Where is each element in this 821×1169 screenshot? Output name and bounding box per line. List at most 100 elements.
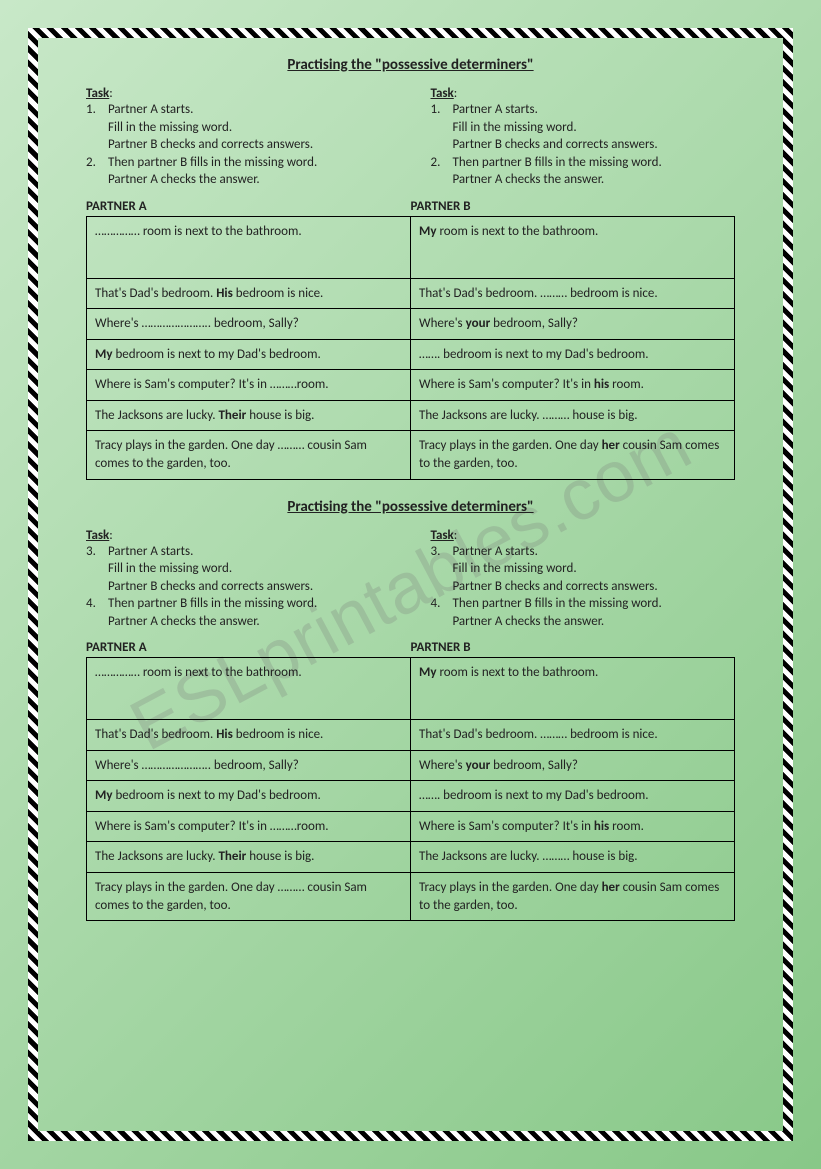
task-number: 3. — [431, 543, 453, 561]
task-number — [86, 171, 108, 189]
task-line: Partner B checks and corrects answers. — [431, 578, 736, 596]
task-label: Task — [431, 86, 454, 101]
task-line: Partner B checks and corrects answers. — [431, 136, 736, 154]
task-number: 4. — [86, 595, 108, 613]
task-columns: Task:3.Partner A starts.Fill in the miss… — [86, 528, 735, 631]
task-number — [86, 119, 108, 137]
table-row: Where is Sam's computer? It's in ………room… — [87, 811, 735, 842]
task-number: 1. — [86, 101, 108, 119]
worksheet-table: …………… room is next to the bathroom.My ro… — [86, 216, 735, 480]
task-text: Then partner B fills in the missing word… — [453, 595, 736, 613]
table-row: My bedroom is next to my Dad's bedroom.…… — [87, 781, 735, 812]
task-number — [86, 560, 108, 578]
partner-b-header: PARTNER B — [411, 199, 736, 214]
task-text: Then partner B fills in the missing word… — [453, 154, 736, 172]
task-line: Partner A checks the answer. — [86, 613, 391, 631]
task-line: Fill in the missing word. — [86, 560, 391, 578]
cell-partner-b: Where is Sam's computer? It's in his roo… — [411, 811, 735, 842]
task-text: Partner B checks and corrects answers. — [108, 136, 391, 154]
task-line: 1.Partner A starts. — [86, 101, 391, 119]
task-number — [431, 578, 453, 596]
cell-partner-b: My room is next to the bathroom. — [411, 216, 735, 278]
task-text: Fill in the missing word. — [108, 119, 391, 137]
task-label: Task — [86, 86, 109, 101]
task-line: Partner A checks the answer. — [431, 613, 736, 631]
task-line: Partner A checks the answer. — [431, 171, 736, 189]
cell-partner-a: Where is Sam's computer? It's in ………room… — [87, 811, 411, 842]
worksheet-table: …………… room is next to the bathroom.My ro… — [86, 657, 735, 921]
task-line: Partner A checks the answer. — [86, 171, 391, 189]
task-number — [431, 119, 453, 137]
table-row: Where's ………………….. bedroom, Sally?Where's… — [87, 309, 735, 340]
cell-partner-b: ……. bedroom is next to my Dad's bedroom. — [411, 339, 735, 370]
cell-partner-b: That's Dad's bedroom. ……… bedroom is nic… — [411, 720, 735, 751]
task-line: 2.Then partner B fills in the missing wo… — [431, 154, 736, 172]
task-columns: Task:1.Partner A starts.Fill in the miss… — [86, 86, 735, 189]
cell-partner-b: ……. bedroom is next to my Dad's bedroom. — [411, 781, 735, 812]
table-row: Where's ………………….. bedroom, Sally?Where's… — [87, 750, 735, 781]
task-text: Partner B checks and corrects answers. — [453, 578, 736, 596]
table-row: My bedroom is next to my Dad's bedroom.…… — [87, 339, 735, 370]
task-text: Partner A checks the answer. — [108, 613, 391, 631]
partner-a-header: PARTNER A — [86, 199, 411, 214]
cell-partner-a: That's Dad's bedroom. His bedroom is nic… — [87, 278, 411, 309]
table-row: The Jacksons are lucky. Their house is b… — [87, 842, 735, 873]
task-number — [86, 613, 108, 631]
task-label: Task — [431, 528, 454, 543]
cell-partner-a: Where's ………………….. bedroom, Sally? — [87, 309, 411, 340]
task-number — [431, 613, 453, 631]
task-column: Task:1.Partner A starts.Fill in the miss… — [86, 86, 391, 189]
task-text: Then partner B fills in the missing word… — [108, 154, 391, 172]
cell-partner-a: The Jacksons are lucky. Their house is b… — [87, 842, 411, 873]
task-number — [431, 171, 453, 189]
cell-partner-a: That's Dad's bedroom. His bedroom is nic… — [87, 720, 411, 751]
task-number: 2. — [86, 154, 108, 172]
task-text: Partner A checks the answer. — [453, 613, 736, 631]
cell-partner-a: …………… room is next to the bathroom. — [87, 216, 411, 278]
cell-partner-a: …………… room is next to the bathroom. — [87, 658, 411, 720]
page-content: Practising the "possessive determiners" T… — [38, 38, 783, 939]
task-number: 1. — [431, 101, 453, 119]
task-line: 4.Then partner B fills in the missing wo… — [86, 595, 391, 613]
task-line: Fill in the missing word. — [86, 119, 391, 137]
task-column: Task:3.Partner A starts.Fill in the miss… — [86, 528, 391, 631]
cell-partner-a: Tracy plays in the garden. One day ……… c… — [87, 431, 411, 479]
task-line: Fill in the missing word. — [431, 119, 736, 137]
cell-partner-a: Where's ………………….. bedroom, Sally? — [87, 750, 411, 781]
task-line: 4.Then partner B fills in the missing wo… — [431, 595, 736, 613]
task-text: Fill in the missing word. — [108, 560, 391, 578]
task-number — [431, 560, 453, 578]
table-row: …………… room is next to the bathroom.My ro… — [87, 658, 735, 720]
task-text: Partner A starts. — [108, 543, 391, 561]
task-line: 1.Partner A starts. — [431, 101, 736, 119]
task-text: Partner B checks and corrects answers. — [108, 578, 391, 596]
table-row: That's Dad's bedroom. His bedroom is nic… — [87, 278, 735, 309]
task-text: Partner A starts. — [108, 101, 391, 119]
task-number: 3. — [86, 543, 108, 561]
task-line: Partner B checks and corrects answers. — [86, 578, 391, 596]
task-text: Fill in the missing word. — [453, 119, 736, 137]
task-column: Task:3.Partner A starts.Fill in the miss… — [431, 528, 736, 631]
cell-partner-a: My bedroom is next to my Dad's bedroom. — [87, 339, 411, 370]
section-title: Practising the "possessive determiners" — [86, 56, 735, 74]
table-row: That's Dad's bedroom. His bedroom is nic… — [87, 720, 735, 751]
task-text: Then partner B fills in the missing word… — [108, 595, 391, 613]
partner-b-header: PARTNER B — [411, 640, 736, 655]
cell-partner-a: My bedroom is next to my Dad's bedroom. — [87, 781, 411, 812]
table-row: The Jacksons are lucky. Their house is b… — [87, 400, 735, 431]
task-text: Partner A starts. — [453, 101, 736, 119]
cell-partner-b: The Jacksons are lucky. ……… house is big… — [411, 842, 735, 873]
cell-partner-b: Tracy plays in the garden. One day her c… — [411, 431, 735, 479]
task-line: 3.Partner A starts. — [431, 543, 736, 561]
cell-partner-a: The Jacksons are lucky. Their house is b… — [87, 400, 411, 431]
task-text: Partner A checks the answer. — [108, 171, 391, 189]
task-line: 3.Partner A starts. — [86, 543, 391, 561]
cell-partner-a: Tracy plays in the garden. One day ……… c… — [87, 873, 411, 921]
table-row: Tracy plays in the garden. One day ……… c… — [87, 431, 735, 479]
task-number: 2. — [431, 154, 453, 172]
table-row: Tracy plays in the garden. One day ……… c… — [87, 873, 735, 921]
task-label: Task — [86, 528, 109, 543]
partner-a-header: PARTNER A — [86, 640, 411, 655]
cell-partner-b: Where is Sam's computer? It's in his roo… — [411, 370, 735, 401]
task-text: Partner A starts. — [453, 543, 736, 561]
